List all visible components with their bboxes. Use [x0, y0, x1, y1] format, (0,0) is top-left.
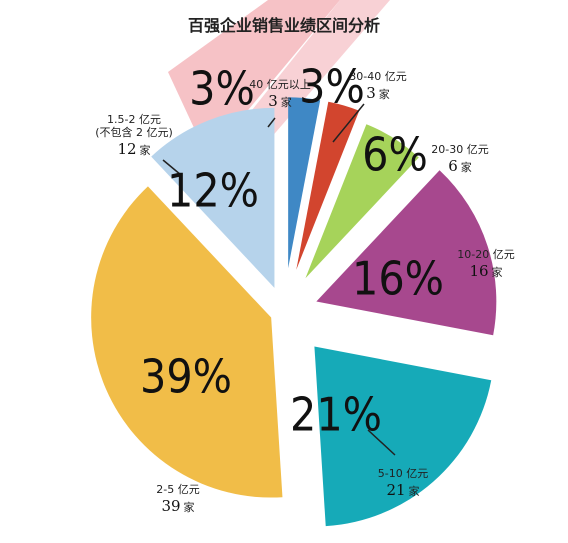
pie-slice-40_above	[288, 97, 321, 269]
leader-line-1-5_2	[162, 159, 182, 176]
percent-label-40_above: 3%	[189, 62, 255, 116]
percent-label-5_10: 21%	[290, 388, 382, 442]
range-label-2_5: 2-5 亿元	[156, 483, 199, 496]
percent-label-20_30: 6%	[362, 128, 428, 182]
pie-slice-30_40	[296, 101, 360, 270]
count-label-2_5: 39 家	[161, 497, 194, 515]
percent-label-10_20: 16%	[352, 252, 444, 306]
range-label-10_20: 10-20 亿元	[457, 248, 514, 261]
percent-label-2_5: 39%	[140, 350, 232, 404]
count-label-10_20: 16 家	[469, 262, 502, 280]
count-label-1-5_2: 12 家	[117, 140, 150, 158]
slice-group	[91, 97, 497, 527]
range-label-40_above: 40 亿元以上	[249, 78, 311, 91]
leader-line-40_above	[267, 117, 276, 128]
range-label-30_40: 30-40 亿元	[349, 70, 406, 83]
pie-slice-10_20	[316, 170, 497, 336]
range-label-20_30: 20-30 亿元	[431, 143, 488, 156]
percent-label-1-5_2: 12%	[167, 164, 259, 218]
leader-line-group	[162, 103, 396, 456]
leader-line-5_10	[367, 429, 396, 456]
chart-title: 百强企业销售业绩区间分析	[188, 16, 380, 35]
leader-line-30_40	[332, 103, 365, 143]
pie-slice-2_5	[91, 186, 283, 498]
range-label-1-5_2-line2: (不包含 2 亿元)	[95, 125, 173, 139]
pie-slice-20_30	[305, 124, 419, 279]
percent-label-group: 3% 3% 6% 16% 21% 39% 12%	[140, 60, 444, 442]
count-label-5_10: 21 家	[386, 481, 419, 499]
percent-label-30_40: 3%	[299, 60, 365, 114]
pie-slice-5_10	[314, 346, 492, 527]
pie-slice-1-5_2	[151, 107, 275, 288]
watermark-band	[168, 0, 340, 158]
range-label-5_10: 5-10 亿元	[378, 467, 428, 480]
range-label-1-5_2: 1.5-2 亿元	[107, 113, 161, 126]
